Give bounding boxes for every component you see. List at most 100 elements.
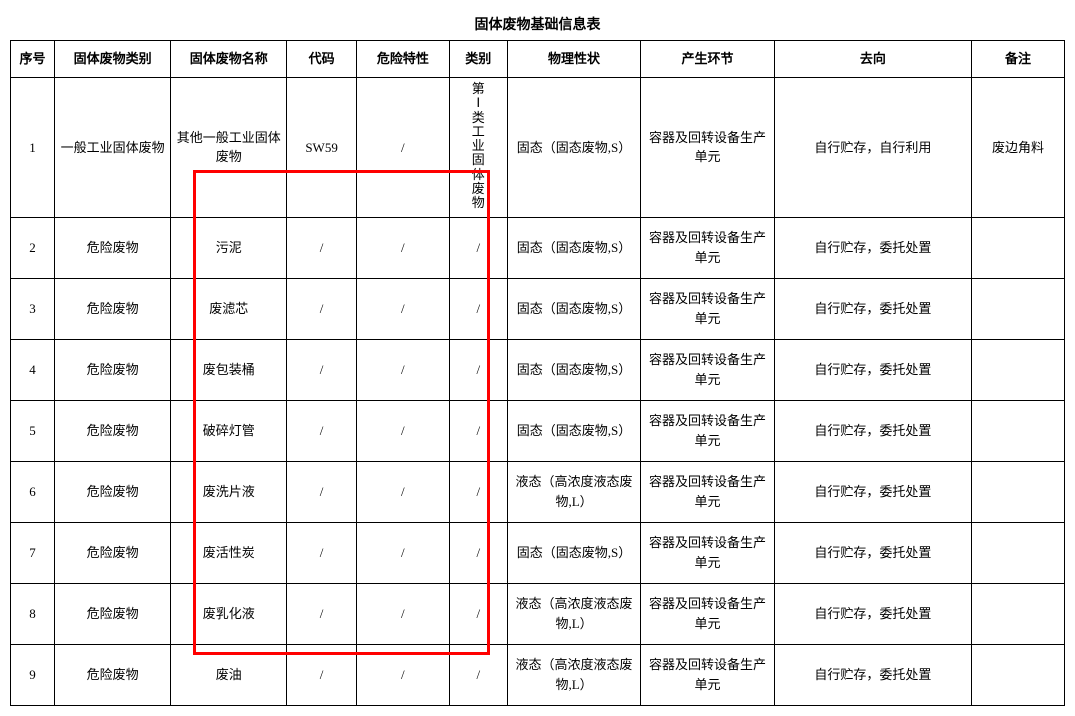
cell-seq: 7	[11, 522, 55, 583]
cell-stage: 容器及回转设备生产单元	[641, 400, 774, 461]
table-title: 固体废物基础信息表	[10, 10, 1065, 40]
cell-phys: 液态（高浓度液态废物,L）	[507, 461, 640, 522]
cell-cat: 危险废物	[55, 400, 171, 461]
cell-dest: 自行贮存，委托处置	[774, 278, 971, 339]
cell-dest: 自行贮存，委托处置	[774, 644, 971, 705]
table-body: 1一般工业固体废物其他一般工业固体废物SW59/第Ⅰ类工业固体废物固态（固态废物…	[11, 78, 1065, 706]
table-row: 7危险废物废活性炭///固态（固态废物,S）容器及回转设备生产单元自行贮存，委托…	[11, 522, 1065, 583]
col-header-name: 固体废物名称	[171, 41, 287, 78]
cell-hazard: /	[356, 583, 449, 644]
cell-cat: 危险废物	[55, 278, 171, 339]
cell-name: 污泥	[171, 217, 287, 278]
col-header-hazard: 危险特性	[356, 41, 449, 78]
cell-stage: 容器及回转设备生产单元	[641, 583, 774, 644]
col-header-phys: 物理性状	[507, 41, 640, 78]
cell-cat: 危险废物	[55, 522, 171, 583]
col-header-code: 代码	[287, 41, 357, 78]
cell-seq: 4	[11, 339, 55, 400]
cell-dest: 自行贮存，委托处置	[774, 583, 971, 644]
cell-seq: 8	[11, 583, 55, 644]
col-header-type: 类别	[449, 41, 507, 78]
cell-cat: 危险废物	[55, 583, 171, 644]
cell-hazard: /	[356, 339, 449, 400]
cell-code: /	[287, 400, 357, 461]
col-header-dest: 去向	[774, 41, 971, 78]
cell-note	[972, 400, 1065, 461]
cell-cat: 危险废物	[55, 461, 171, 522]
cell-phys: 固态（固态废物,S）	[507, 278, 640, 339]
cell-phys: 固态（固态废物,S）	[507, 217, 640, 278]
table-row: 3危险废物废滤芯///固态（固态废物,S）容器及回转设备生产单元自行贮存，委托处…	[11, 278, 1065, 339]
cell-hazard: /	[356, 461, 449, 522]
cell-dest: 自行贮存，委托处置	[774, 461, 971, 522]
cell-cat: 危险废物	[55, 644, 171, 705]
cell-name: 破碎灯管	[171, 400, 287, 461]
cell-dest: 自行贮存，自行利用	[774, 78, 971, 218]
cell-hazard: /	[356, 522, 449, 583]
table-row: 5危险废物破碎灯管///固态（固态废物,S）容器及回转设备生产单元自行贮存，委托…	[11, 400, 1065, 461]
cell-name: 废乳化液	[171, 583, 287, 644]
cell-note	[972, 217, 1065, 278]
col-header-stage: 产生环节	[641, 41, 774, 78]
cell-type: /	[449, 278, 507, 339]
cell-type: /	[449, 522, 507, 583]
cell-cat: 危险废物	[55, 217, 171, 278]
waste-info-table: 序号 固体废物类别 固体废物名称 代码 危险特性 类别 物理性状 产生环节 去向…	[10, 40, 1065, 706]
cell-dest: 自行贮存，委托处置	[774, 400, 971, 461]
cell-name: 废洗片液	[171, 461, 287, 522]
cell-code: /	[287, 217, 357, 278]
cell-name: 废活性炭	[171, 522, 287, 583]
cell-code: /	[287, 278, 357, 339]
cell-seq: 3	[11, 278, 55, 339]
cell-name: 废油	[171, 644, 287, 705]
cell-hazard: /	[356, 400, 449, 461]
col-header-seq: 序号	[11, 41, 55, 78]
cell-code: /	[287, 461, 357, 522]
cell-seq: 1	[11, 78, 55, 218]
cell-note	[972, 644, 1065, 705]
cell-type: /	[449, 461, 507, 522]
document-container: 固体废物基础信息表 序号 固体废物类别 固体废物名称 代码 危险特性 类别 物理…	[10, 10, 1065, 706]
table-row: 9危险废物废油///液态（高浓度液态废物,L）容器及回转设备生产单元自行贮存，委…	[11, 644, 1065, 705]
cell-stage: 容器及回转设备生产单元	[641, 339, 774, 400]
table-row: 6危险废物废洗片液///液态（高浓度液态废物,L）容器及回转设备生产单元自行贮存…	[11, 461, 1065, 522]
col-header-cat: 固体废物类别	[55, 41, 171, 78]
cell-type: /	[449, 400, 507, 461]
cell-hazard: /	[356, 278, 449, 339]
cell-dest: 自行贮存，委托处置	[774, 522, 971, 583]
cell-stage: 容器及回转设备生产单元	[641, 644, 774, 705]
cell-hazard: /	[356, 217, 449, 278]
cell-stage: 容器及回转设备生产单元	[641, 461, 774, 522]
cell-type: 第Ⅰ类工业固体废物	[449, 78, 507, 218]
table-row: 4危险废物废包装桶///固态（固态废物,S）容器及回转设备生产单元自行贮存，委托…	[11, 339, 1065, 400]
table-row: 1一般工业固体废物其他一般工业固体废物SW59/第Ⅰ类工业固体废物固态（固态废物…	[11, 78, 1065, 218]
cell-note	[972, 583, 1065, 644]
cell-note	[972, 339, 1065, 400]
cell-stage: 容器及回转设备生产单元	[641, 217, 774, 278]
cell-cat: 危险废物	[55, 339, 171, 400]
cell-phys: 固态（固态废物,S）	[507, 339, 640, 400]
cell-note	[972, 522, 1065, 583]
cell-note	[972, 278, 1065, 339]
cell-type: /	[449, 339, 507, 400]
table-row: 8危险废物废乳化液///液态（高浓度液态废物,L）容器及回转设备生产单元自行贮存…	[11, 583, 1065, 644]
table-row: 2危险废物污泥///固态（固态废物,S）容器及回转设备生产单元自行贮存，委托处置	[11, 217, 1065, 278]
cell-stage: 容器及回转设备生产单元	[641, 522, 774, 583]
cell-seq: 2	[11, 217, 55, 278]
cell-name: 其他一般工业固体废物	[171, 78, 287, 218]
cell-stage: 容器及回转设备生产单元	[641, 78, 774, 218]
cell-code: /	[287, 522, 357, 583]
cell-dest: 自行贮存，委托处置	[774, 339, 971, 400]
cell-phys: 固态（固态废物,S）	[507, 400, 640, 461]
table-header-row: 序号 固体废物类别 固体废物名称 代码 危险特性 类别 物理性状 产生环节 去向…	[11, 41, 1065, 78]
cell-phys: 液态（高浓度液态废物,L）	[507, 583, 640, 644]
cell-hazard: /	[356, 644, 449, 705]
cell-cat: 一般工业固体废物	[55, 78, 171, 218]
cell-name: 废包装桶	[171, 339, 287, 400]
cell-phys: 固态（固态废物,S）	[507, 522, 640, 583]
cell-note: 废边角料	[972, 78, 1065, 218]
cell-type: /	[449, 583, 507, 644]
col-header-note: 备注	[972, 41, 1065, 78]
cell-name: 废滤芯	[171, 278, 287, 339]
cell-seq: 9	[11, 644, 55, 705]
